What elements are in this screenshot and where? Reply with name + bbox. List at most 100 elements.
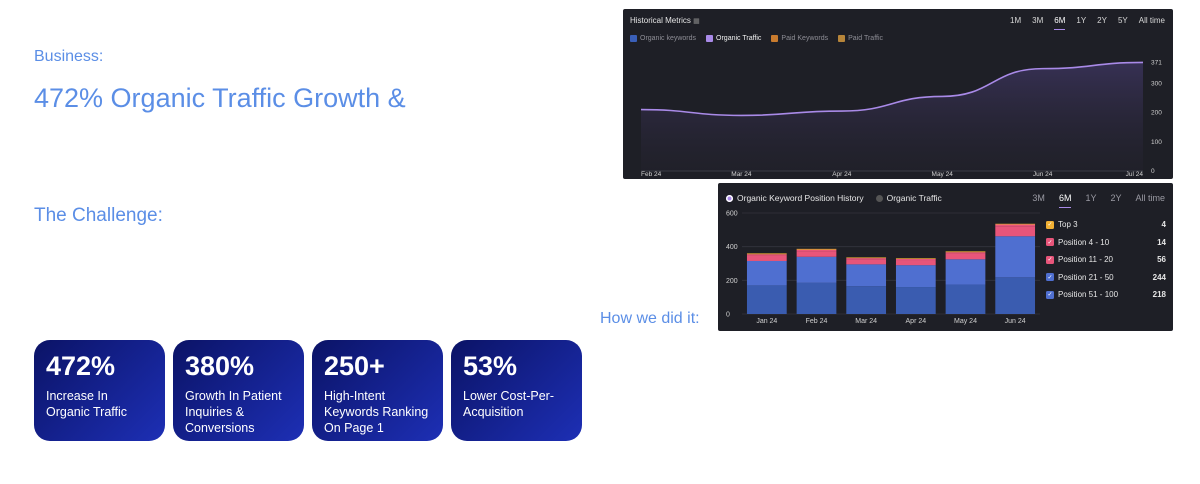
how-body: By Implementing Our AI SEO Agent Strateg… <box>600 340 1150 433</box>
radio-off-icon <box>875 194 883 202</box>
legend-label: Top 3 <box>1058 220 1078 230</box>
range-tab-1y[interactable]: 1Y <box>1076 16 1087 25</box>
range-tab-6m[interactable]: 6M <box>1054 16 1066 30</box>
range-tab-2y[interactable]: 2Y <box>1110 193 1122 203</box>
range-tab-3m[interactable]: 3M <box>1032 16 1044 25</box>
legend-count: 14 <box>1157 237 1166 247</box>
stat-label: Increase In Organic Traffic <box>46 389 128 419</box>
keyword-position-panel: Organic Keyword Position History Organic… <box>718 183 1173 331</box>
legend-label: Position 11 - 20 <box>1058 255 1113 265</box>
headline-line-1: 472% Organic Traffic Growth & <box>34 83 406 113</box>
legend-item[interactable]: Paid Keywords <box>771 35 828 42</box>
position-bar-chart: 0 200 400 600 Jan 24 Feb 24 Mar 24 Apr 24 May 24… <box>726 211 1040 325</box>
bar-segment <box>796 256 837 283</box>
legend-item[interactable]: Organic Traffic <box>706 35 761 42</box>
stat-value: 380% <box>185 351 255 381</box>
legend-count: 244 <box>1152 272 1166 282</box>
bar-segment <box>995 226 1036 237</box>
stat-card-keywords: 250+ High-Intent Keywords Ranking On Pag… <box>312 340 443 441</box>
range-tab-5y[interactable]: 5Y <box>1117 16 1128 25</box>
metrics-legend: Organic keywords Organic Traffic Paid Keyw… <box>630 35 883 42</box>
bar-segment <box>895 260 936 266</box>
y-tick-label: 300 <box>1151 80 1162 87</box>
position-panel-header: Organic Keyword Position History Organic… <box>726 193 942 203</box>
stat-label: Growth In Patient Inquiries & Conversion… <box>185 389 282 435</box>
bar-segment <box>846 259 887 265</box>
legend-item[interactable]: Paid Traffic <box>838 35 883 42</box>
radio-on-icon <box>726 194 733 202</box>
bar-segment <box>995 224 1036 227</box>
stat-card-cpa: 53% Lower Cost-Per-Acquisition <box>451 340 582 441</box>
stat-value: 53% <box>463 351 518 381</box>
bar-segment <box>846 258 887 260</box>
bar-segment <box>796 251 837 257</box>
x-tick-label: Jan 24 <box>756 318 777 325</box>
how-title: How we did it: <box>600 310 700 327</box>
y-tick-label: 200 <box>726 278 738 285</box>
checkbox-checked-icon: ✓ <box>1046 255 1054 264</box>
range-tab-2y[interactable]: 2Y <box>1097 16 1107 25</box>
checkbox-icon <box>838 35 846 42</box>
position-legend: ✓ Top 3 4 ✓ Position 4 - 10 14 ✓ Position 11 - … <box>1046 216 1166 304</box>
challenge-body: Dr. David Orthodontics struggled with lo… <box>34 241 554 301</box>
checkbox-checked-icon: ✓ <box>1046 220 1054 229</box>
stat-value: 250+ <box>324 351 385 381</box>
x-tick-label: Jun 24 <box>1005 318 1026 325</box>
bar-segment <box>746 260 787 286</box>
info-icon[interactable]: ▦ <box>693 18 700 25</box>
x-tick-label: May 24 <box>932 171 954 178</box>
legend-label: Position 4 - 10 <box>1058 237 1110 247</box>
position-toggle[interactable]: Organic Keyword Position History <box>726 193 864 203</box>
bar-segment <box>746 254 787 256</box>
position-legend-row[interactable]: ✓ Top 3 4 <box>1046 216 1166 234</box>
bar-segment <box>846 286 887 314</box>
position-legend-row[interactable]: ✓ Position 11 - 20 56 <box>1046 251 1166 269</box>
position-legend-row[interactable]: ✓ Position 4 - 10 14 <box>1046 234 1166 252</box>
stat-card-inquiries: 380% Growth In Patient Inquiries & Conve… <box>173 340 304 441</box>
checkbox-checked-icon: ✓ <box>1046 273 1054 282</box>
position-range-tabs: 3M 6M 1Y 2Y All time <box>1032 193 1165 208</box>
stat-label: High-Intent Keywords Ranking On Page 1 <box>324 389 429 435</box>
legend-label: Organic Traffic <box>716 35 762 42</box>
bar-segment <box>746 253 787 255</box>
x-tick-label: Apr 24 <box>832 171 852 178</box>
range-tab-3m[interactable]: 3M <box>1032 193 1045 203</box>
bar-segment <box>945 251 986 253</box>
legend-label: Paid Keywords <box>781 35 829 42</box>
stat-label: Lower Cost-Per-Acquisition <box>463 389 554 419</box>
bar-segment <box>945 284 986 314</box>
traffic-area-fill <box>641 62 1143 171</box>
legend-label: Position 21 - 50 <box>1058 272 1114 282</box>
position-legend-row[interactable]: ✓ Position 21 - 50 244 <box>1046 269 1166 287</box>
range-tab-all-time[interactable]: All time <box>1138 16 1165 25</box>
bar-segment <box>895 287 936 314</box>
x-tick-label: May 24 <box>954 318 977 325</box>
legend-count: 56 <box>1157 255 1166 265</box>
bar-segment <box>846 264 887 287</box>
stat-card-traffic: 472% Increase In Organic Traffic <box>34 340 165 441</box>
business-label: Business: <box>34 48 104 65</box>
bar-segment <box>995 277 1036 314</box>
x-tick-label: Jul 24 <box>1126 171 1144 178</box>
traffic-line <box>640 61 1144 117</box>
range-tab-6m[interactable]: 6M <box>1058 193 1072 208</box>
traffic-area-chart: Feb 24 Mar 24 Apr 24 May 24 Jun 24 Jul 24 0 100… <box>640 59 1162 178</box>
legend-item[interactable]: Organic keywords <box>630 35 696 42</box>
checkbox-icon <box>630 35 637 42</box>
traffic-toggle[interactable]: Organic Traffic <box>875 193 942 203</box>
business-line: Business: Orthodontics Office <box>34 48 244 66</box>
metrics-range-tabs: 1M 3M 6M 1Y 2Y 5Y All time <box>1010 16 1165 30</box>
bar-segment <box>895 265 936 288</box>
bar-segment <box>895 258 936 261</box>
bar-segment <box>846 257 887 259</box>
bar-segment <box>746 255 787 261</box>
position-legend-row[interactable]: ✓ Position 51 - 100 218 <box>1046 286 1166 304</box>
range-tab-1m[interactable]: 1M <box>1010 16 1022 25</box>
bar-segment <box>945 252 986 254</box>
how-body-paragraph-2: Now, Dr. David's Orthodontics practice e… <box>600 396 1143 431</box>
how-body-paragraph-1: By Implementing Our AI SEO Agent Strateg… <box>600 341 1138 393</box>
business-value: Orthodontics Office <box>107 48 245 65</box>
range-tab-1y[interactable]: 1Y <box>1085 193 1097 203</box>
range-tab-all-time[interactable]: All time <box>1135 193 1165 203</box>
checkbox-icon <box>771 35 779 42</box>
